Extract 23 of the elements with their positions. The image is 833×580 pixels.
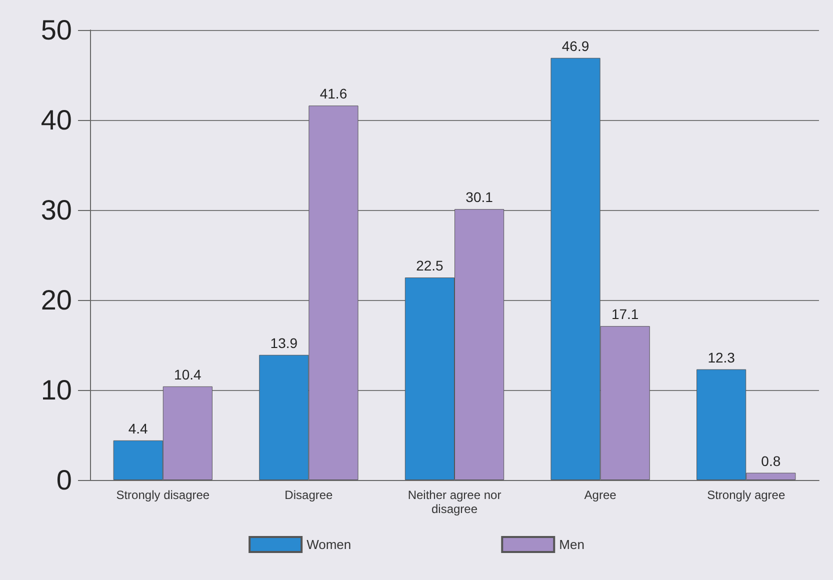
- x-tick-label: Disagree: [284, 488, 334, 502]
- y-tick-label: 20: [40, 284, 72, 316]
- x-tick-label: Strongly disagree: [116, 488, 210, 502]
- y-tick-label: 50: [40, 14, 72, 46]
- data-label: 12.3: [708, 349, 736, 366]
- data-label: 0.8: [761, 452, 781, 469]
- data-label: 13.9: [270, 334, 298, 351]
- data-label: 4.4: [128, 420, 148, 436]
- y-tick-label: 10: [40, 374, 72, 406]
- data-label: 41.6: [320, 86, 348, 102]
- data-label: 22.5: [416, 258, 444, 274]
- x-tick-label: Neither agree nor disagree: [408, 488, 502, 516]
- data-label: 10.4: [174, 366, 202, 382]
- x-tick-label: Agree: [584, 488, 617, 502]
- legend-label: Men: [559, 537, 584, 552]
- legend-label: Women: [306, 537, 352, 552]
- data-label: 46.9: [562, 38, 590, 54]
- data-label: 17.1: [611, 306, 639, 322]
- data-label: 30.1: [466, 189, 494, 206]
- y-tick-label: 30: [40, 194, 72, 226]
- y-tick-label: 40: [40, 104, 72, 136]
- y-tick-label: 0: [56, 464, 72, 496]
- x-tick-label: Strongly agree: [707, 488, 786, 502]
